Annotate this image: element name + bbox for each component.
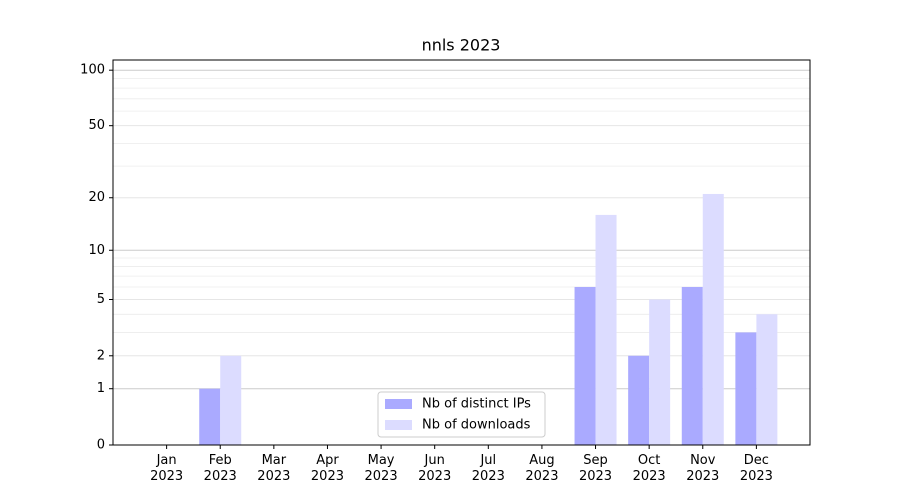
legend-swatch	[385, 399, 412, 409]
legend-label: Nb of downloads	[422, 418, 531, 433]
bar	[595, 214, 617, 445]
x-tick-label: Sep 2023	[578, 453, 613, 484]
bar	[220, 355, 242, 445]
y-tick-label: 10	[88, 243, 105, 258]
y-tick-label: 5	[97, 292, 105, 307]
plot-frame	[112, 59, 811, 446]
x-tick-label: Nov 2023	[686, 453, 720, 484]
y-tick-label: 50	[88, 118, 105, 133]
y-tick-label: 20	[88, 190, 105, 205]
bar	[735, 332, 757, 445]
bar	[574, 286, 596, 445]
y-tick-label: 100	[80, 63, 105, 78]
bar	[628, 355, 650, 445]
bar	[702, 193, 724, 445]
x-tick-label: Jul 2023	[471, 453, 505, 484]
y-tick-label: 1	[97, 381, 105, 396]
y-tick-label: 2	[97, 348, 105, 363]
x-tick-label: Dec 2023	[739, 453, 773, 484]
chart-title: nnls 2023	[422, 36, 501, 55]
y-tick-label: 0	[97, 438, 105, 453]
x-tick-label: Apr 2023	[310, 453, 344, 484]
x-tick-label: May 2023	[364, 453, 398, 484]
bar	[649, 299, 671, 445]
bar	[756, 314, 778, 445]
legend-label: Nb of distinct IPs	[422, 397, 531, 412]
bar	[681, 286, 703, 445]
bar	[199, 388, 221, 445]
x-tick-label: Jan 2023	[150, 453, 184, 484]
x-tick-label: Mar 2023	[257, 453, 291, 484]
x-tick-label: Aug 2023	[525, 453, 559, 484]
legend-box	[377, 391, 546, 438]
x-tick-label: Jun 2023	[418, 453, 452, 484]
x-tick-label: Feb 2023	[203, 453, 237, 484]
legend-swatch	[385, 420, 412, 430]
x-tick-label: Oct 2023	[632, 453, 666, 484]
